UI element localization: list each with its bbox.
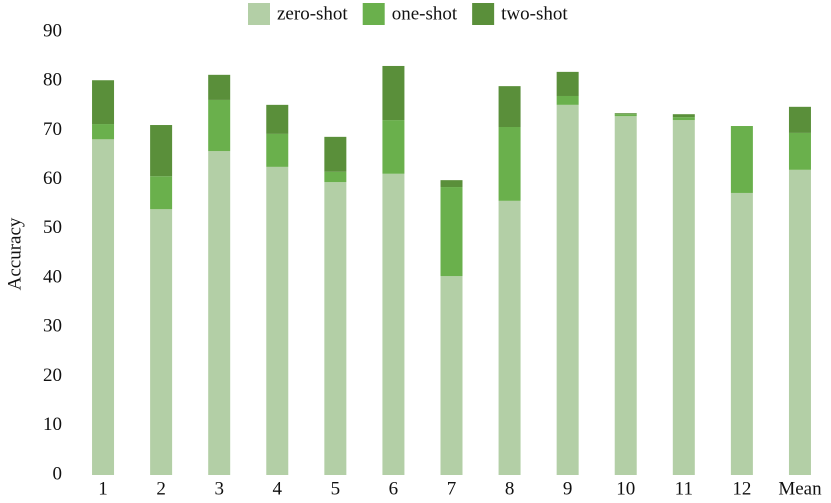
bar-segment [730, 126, 753, 193]
legend-label: one-shot [392, 3, 458, 24]
bar-segment [614, 114, 637, 117]
x-tick-label: 11 [675, 478, 693, 499]
legend-label: zero-shot [277, 3, 348, 24]
x-tick-label: 12 [732, 478, 751, 499]
bar-segment [324, 136, 347, 172]
bar-segment [382, 65, 405, 121]
x-tick-label: 2 [156, 478, 166, 499]
x-tick-label: Mean [778, 478, 822, 499]
bar-segment [498, 126, 521, 201]
legend-swatch [248, 3, 270, 25]
y-axis-label: Accuracy [4, 217, 25, 290]
bar-segment [672, 114, 695, 118]
bar-segment [150, 209, 173, 475]
bar-segment [382, 173, 405, 475]
x-tick-label: 7 [447, 478, 457, 499]
y-tick-label: 10 [43, 414, 62, 435]
bar-segment [208, 74, 231, 100]
x-tick-label: 3 [214, 478, 224, 499]
bar-segment [556, 71, 579, 96]
bar-segment [788, 132, 811, 170]
bar-segment [556, 95, 579, 105]
y-tick-label: 80 [43, 70, 62, 91]
legend-swatch [362, 3, 385, 25]
bar-segment [208, 99, 231, 152]
x-tick-label: 1 [98, 478, 108, 499]
bar-segment [672, 117, 695, 121]
bar-segment [788, 169, 811, 476]
bar-segment [266, 166, 289, 475]
y-tick-label: 60 [43, 168, 62, 189]
y-tick-label: 20 [43, 365, 62, 386]
bar-segment [150, 125, 173, 177]
x-tick-label: 5 [331, 478, 341, 499]
bar-segment [150, 176, 173, 210]
y-tick-label: 0 [53, 463, 63, 484]
bar-segment [324, 171, 347, 183]
bar-segment [266, 104, 289, 134]
x-tick-label: 4 [273, 478, 283, 499]
bar-segment [788, 106, 811, 133]
bar-segment [92, 139, 115, 475]
bar-segment [672, 120, 695, 475]
bar-segment [614, 113, 637, 115]
bar-segment [92, 124, 115, 140]
bar-segment [324, 182, 347, 475]
bar-segment [208, 151, 231, 475]
bar-segment [382, 120, 405, 174]
y-tick-label: 40 [43, 266, 62, 287]
bar-segment [440, 187, 463, 277]
x-tick-label: 8 [505, 478, 515, 499]
legend-label: two-shot [501, 3, 568, 24]
bar-segment [498, 200, 521, 476]
legend-swatch [472, 3, 495, 25]
y-tick-label: 50 [43, 217, 62, 238]
bar-segment [266, 133, 289, 167]
x-tick-label: 9 [563, 478, 573, 499]
y-tick-label: 30 [43, 316, 62, 337]
bar-segment [730, 192, 753, 475]
x-tick-label: 6 [389, 478, 399, 499]
bar-segment [440, 180, 463, 188]
bar-segment [556, 104, 579, 476]
bar-segment [614, 116, 637, 476]
y-tick-label: 70 [43, 119, 62, 140]
bar-segment [92, 80, 115, 125]
y-tick-label: 90 [43, 20, 62, 41]
x-tick-label: 10 [616, 478, 635, 499]
bar-segment [498, 86, 521, 127]
bar-segment [440, 276, 463, 475]
